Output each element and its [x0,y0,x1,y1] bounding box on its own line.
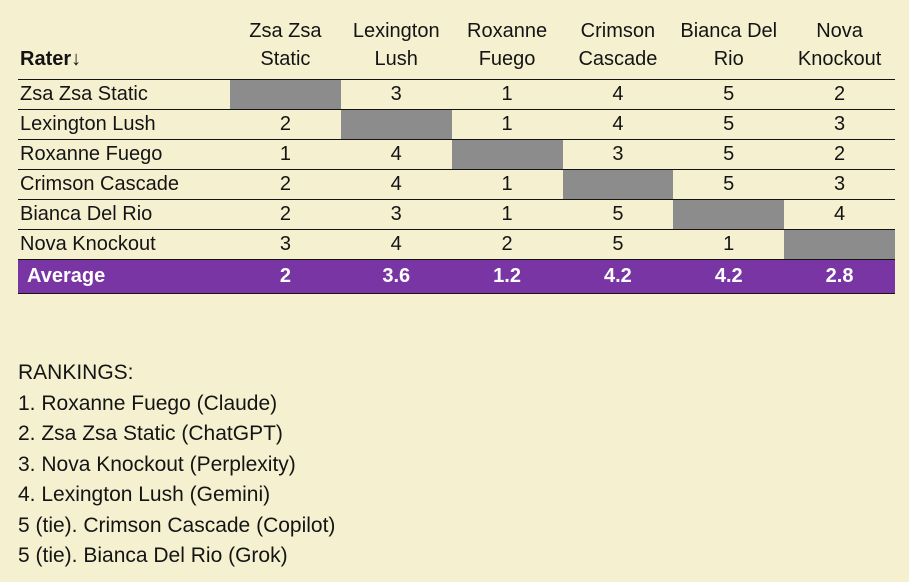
rater-column-header: Rater↓ [18,18,230,80]
ranking-item: 5 (tie). Bianca Del Rio (Grok) [18,544,288,567]
ranking-item: 4. Lexington Lush (Gemini) [18,483,271,506]
self-rating-blocked-cell [562,170,674,200]
rating-value-cell: 2 [451,230,563,260]
ranking-item: 3. Nova Knockout (Perplexity) [18,452,296,476]
rating-value-cell: 5 [673,140,785,170]
ranking-item: 5 (tie). Crimson Cascade (Copilot) [18,513,336,537]
rating-value-cell: 3 [562,140,674,170]
rating-value-cell: 3 [784,110,895,140]
rated-column-header: Crimson Cascade [562,18,674,80]
rating-matrix-table: Rater↓ Zsa Zsa Static Lexington Lush Roxann… [18,18,895,294]
rater-name-cell: Zsa Zsa Static [18,80,230,110]
rated-column-header: Bianca Del Rio [673,18,785,80]
rating-value-cell: 1 [451,170,563,200]
rating-value-cell: 4 [340,140,452,170]
rater-name-cell: Roxanne Fuego [18,140,230,170]
average-row-label: Average [18,260,230,294]
rated-column-header: Nova Knockout [784,18,895,80]
rating-value-cell: 5 [562,200,674,230]
rating-value-cell: 2 [784,140,895,170]
rating-value-cell: 3 [340,80,452,110]
rating-value-cell: 5 [673,170,785,200]
average-value-cell: 4.2 [673,260,785,294]
rating-value-cell: 1 [673,230,785,260]
rating-value-cell: 3 [230,230,341,260]
rating-value-cell: 4 [562,80,674,110]
rating-value-cell: 5 [562,230,674,260]
rating-value-cell: 1 [451,110,563,140]
rating-value-cell: 1 [451,80,563,110]
self-rating-blocked-cell [230,80,341,110]
ranking-item: 2. Zsa Zsa Static (ChatGPT) [18,422,283,445]
rating-value-cell: 4 [562,110,674,140]
rated-column-header: Lexington Lush [340,18,452,80]
self-rating-blocked-cell [451,140,563,170]
rankings-list: 1. Roxanne Fuego (Claude) 2. Zsa Zsa Stat… [18,389,335,572]
rating-value-cell: 2 [230,170,341,200]
rated-column-header: Roxanne Fuego [451,18,563,80]
ranking-item: 1. Roxanne Fuego (Claude) [18,391,278,415]
rating-value-cell: 2 [784,80,895,110]
rating-value-cell: 4 [784,200,895,230]
rating-value-cell: 1 [451,200,563,230]
rating-value-cell: 2 [230,200,341,230]
average-value-cell: 3.6 [340,260,452,294]
rating-value-cell: 2 [230,110,341,140]
rating-value-cell: 4 [340,170,452,200]
rankings-section: RANKINGS: 1. Roxanne Fuego (Claude) 2. Zs… [18,358,335,572]
self-rating-blocked-cell [673,200,785,230]
rater-name-cell: Crimson Cascade [18,170,230,200]
rankings-heading: RANKINGS: [18,361,134,384]
average-value-cell: 4.2 [562,260,674,294]
rating-value-cell: 1 [230,140,341,170]
average-value-cell: 1.2 [451,260,563,294]
rating-value-cell: 3 [340,200,452,230]
self-rating-blocked-cell [784,230,895,260]
rated-column-header: Zsa Zsa Static [230,18,341,80]
rater-name-cell: Bianca Del Rio [18,200,230,230]
rating-value-cell: 5 [673,110,785,140]
average-value-cell: 2.8 [784,260,895,294]
rating-value-cell: 5 [673,80,785,110]
average-value-cell: 2 [230,260,341,294]
rating-value-cell: 4 [340,230,452,260]
rater-name-cell: Nova Knockout [18,230,230,260]
rater-name-cell: Lexington Lush [18,110,230,140]
rating-value-cell: 3 [784,170,895,200]
self-rating-blocked-cell [340,110,452,140]
